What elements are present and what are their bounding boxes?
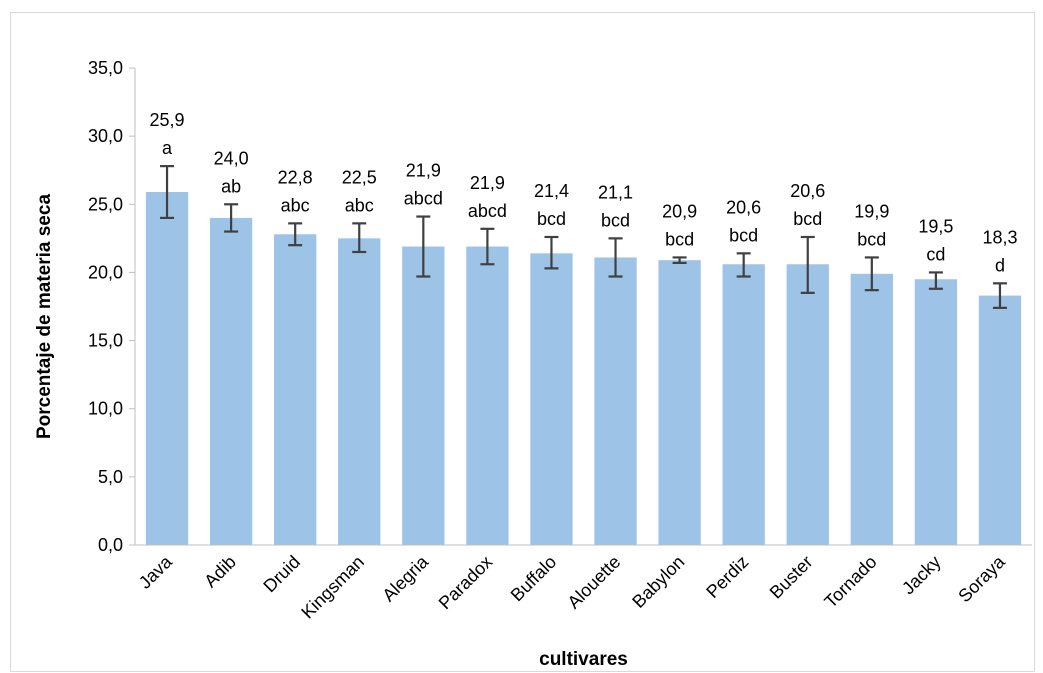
data-label-value: 20,6 bbox=[726, 197, 761, 217]
x-tick-label: Babylon bbox=[628, 552, 688, 612]
x-tick-label: Alouette bbox=[564, 552, 625, 613]
bar bbox=[978, 295, 1022, 545]
x-tick-label: Buffalo bbox=[507, 552, 561, 606]
data-label-letter: abcd bbox=[468, 201, 507, 221]
y-tick-label: 5,0 bbox=[98, 467, 123, 487]
bar bbox=[786, 264, 829, 545]
x-tick-label: Jacky bbox=[898, 552, 945, 599]
data-label-value: 20,9 bbox=[662, 201, 697, 221]
x-tick-label: Paradox bbox=[435, 552, 497, 614]
data-label-letter: ab bbox=[221, 176, 241, 196]
bar bbox=[209, 217, 253, 545]
y-tick-label: 15,0 bbox=[88, 331, 123, 351]
data-label-letter: cd bbox=[926, 244, 945, 264]
data-labels: 25,9 a 24,0 ab 22,8 abc 22,5 abc 21,9 abcd 21,9 abc… bbox=[150, 110, 1018, 275]
data-label-value: 25,9 bbox=[150, 110, 185, 130]
data-label-value: 19,5 bbox=[918, 216, 953, 236]
bar bbox=[722, 264, 765, 545]
y-tick-label: 0,0 bbox=[98, 535, 123, 555]
data-label-letter: abc bbox=[345, 195, 374, 215]
bar bbox=[850, 273, 893, 545]
error-bars bbox=[160, 165, 1007, 309]
data-label-value: 21,4 bbox=[534, 181, 569, 201]
x-tick-label: Perdiz bbox=[702, 552, 752, 602]
bar bbox=[530, 253, 573, 545]
data-label-letter: bcd bbox=[665, 229, 694, 249]
y-tick-label: 20,0 bbox=[88, 262, 123, 282]
y-tick-label: 30,0 bbox=[88, 126, 123, 146]
data-label-value: 21,9 bbox=[406, 161, 441, 181]
bar bbox=[145, 192, 189, 545]
x-tick-label: Soraya bbox=[954, 551, 1009, 606]
data-label-value: 20,6 bbox=[790, 181, 825, 201]
x-tick-label: Buster bbox=[766, 552, 817, 603]
data-label-letter: bcd bbox=[857, 229, 886, 249]
bar bbox=[466, 246, 509, 545]
bar bbox=[594, 257, 637, 545]
data-label-letter: a bbox=[162, 138, 173, 158]
y-axis-ticks: 0,0 5,0 10,0 15,0 20,0 25,0 30,0 35,0 bbox=[88, 58, 135, 555]
data-label-value: 22,5 bbox=[342, 167, 377, 187]
data-label-letter: bcd bbox=[537, 209, 566, 229]
y-tick-label: 35,0 bbox=[88, 58, 123, 78]
data-label-letter: d bbox=[995, 255, 1005, 275]
bar bbox=[914, 279, 958, 545]
x-axis-title: cultivares bbox=[539, 649, 628, 670]
x-tick-label: Java bbox=[135, 551, 177, 593]
y-axis-title: Porcentaje de materia seca bbox=[34, 194, 55, 439]
data-label-letter: abc bbox=[281, 195, 310, 215]
x-tick-label: Adib bbox=[200, 552, 240, 592]
y-tick-label: 25,0 bbox=[88, 194, 123, 214]
x-tick-label: Kingsman bbox=[297, 552, 368, 623]
bars bbox=[145, 192, 1022, 546]
data-label-value: 24,0 bbox=[214, 148, 249, 168]
bar bbox=[338, 238, 381, 545]
x-tick-label: Alegria bbox=[378, 551, 432, 605]
bar bbox=[274, 234, 317, 546]
data-label-value: 21,9 bbox=[470, 173, 505, 193]
x-tick-label: Tornado bbox=[821, 552, 881, 612]
data-label-value: 18,3 bbox=[982, 227, 1017, 247]
x-tick-label: Druid bbox=[259, 552, 304, 597]
y-tick-label: 10,0 bbox=[88, 399, 123, 419]
bar bbox=[402, 246, 445, 545]
data-label-value: 22,8 bbox=[278, 167, 313, 187]
data-label-letter: bcd bbox=[793, 209, 822, 229]
data-label-value: 21,1 bbox=[598, 182, 633, 202]
data-label-letter: abcd bbox=[404, 189, 443, 209]
data-label-letter: bcd bbox=[601, 210, 630, 230]
data-label-value: 19,9 bbox=[854, 201, 889, 221]
bar bbox=[658, 260, 701, 545]
data-label-letter: bcd bbox=[729, 225, 758, 245]
